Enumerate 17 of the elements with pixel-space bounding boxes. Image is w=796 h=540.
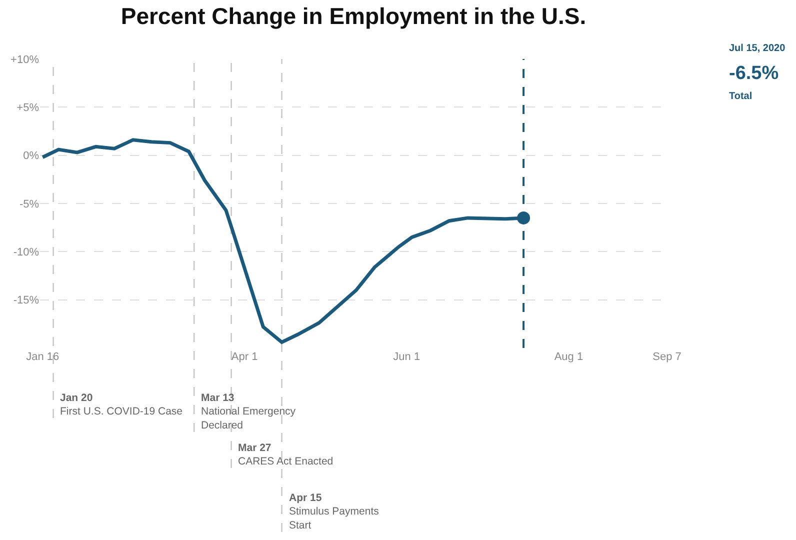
x-tick-label: Aug 1 bbox=[554, 351, 584, 363]
y-tick-label: -15% bbox=[13, 294, 40, 307]
y-tick-label: +5% bbox=[16, 102, 40, 114]
text: Jul 15, 2020 -6.5% Total bbox=[729, 43, 786, 102]
y-tick-label: -10% bbox=[13, 246, 40, 259]
x-tick-label: Sep 7 bbox=[652, 351, 682, 363]
ref-line-label: Mar 13 National Emergency Declared bbox=[201, 392, 296, 432]
ref-line-label: Mar 27 CARES Act Enacted bbox=[238, 442, 334, 468]
ref-line-label: Apr 15 Stimulus Payments Start bbox=[289, 492, 379, 532]
y-tick-label: +10% bbox=[10, 54, 40, 66]
y-tick-label: -5% bbox=[19, 198, 40, 210]
y-tick-label: 0% bbox=[23, 150, 40, 162]
x-tick-label: Apr 1 bbox=[231, 351, 258, 363]
x-tick-label: Jun 1 bbox=[393, 351, 420, 363]
ref-line-label: Jan 20 First U.S. COVID-19 Case bbox=[60, 392, 183, 418]
chart-title: Percent Change in Employment in the U.S. bbox=[120, 3, 586, 30]
x-tick-label: Jan 16 bbox=[26, 351, 60, 363]
